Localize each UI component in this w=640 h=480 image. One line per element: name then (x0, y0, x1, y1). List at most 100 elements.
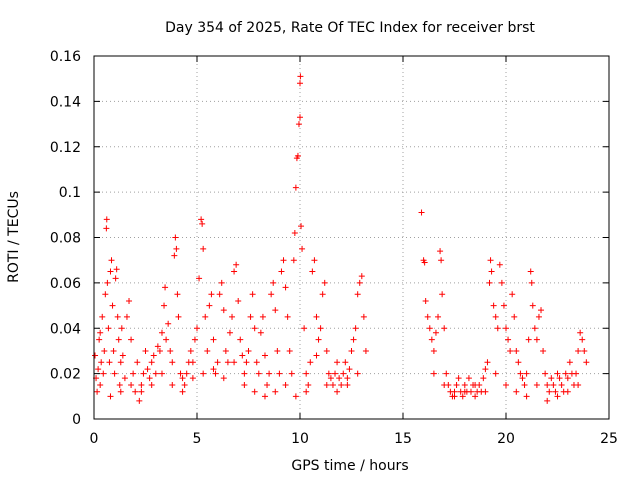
data-point (259, 313, 266, 320)
data-point (292, 393, 299, 400)
data-point (231, 359, 238, 366)
data-point (430, 370, 437, 377)
data-point (362, 347, 369, 354)
data-point (106, 359, 113, 366)
grid-layer (94, 56, 609, 419)
y-tick-label: 0.06 (50, 276, 81, 292)
y-tick-label: 0 (72, 412, 81, 428)
data-point (276, 370, 283, 377)
data-point (334, 388, 341, 395)
data-point (208, 291, 215, 298)
data-point (291, 229, 298, 236)
data-point (325, 370, 332, 377)
data-point (150, 352, 157, 359)
data-point (332, 370, 339, 377)
points-layer (92, 73, 590, 404)
data-point (204, 347, 211, 354)
data-point (243, 359, 250, 366)
data-point (486, 279, 493, 286)
data-point (249, 291, 256, 298)
data-point (509, 291, 516, 298)
data-point (264, 381, 271, 388)
data-point (488, 268, 495, 275)
data-point (529, 302, 536, 309)
data-point (261, 393, 268, 400)
data-point (128, 336, 135, 343)
data-point (196, 275, 203, 282)
y-axis-label: ROTI / TECUs (6, 191, 22, 283)
data-point (108, 257, 115, 264)
data-point (435, 313, 442, 320)
data-point (527, 268, 534, 275)
data-point (163, 336, 170, 343)
data-point (224, 359, 231, 366)
data-point (575, 381, 582, 388)
data-point (181, 381, 188, 388)
data-point (255, 370, 262, 377)
data-point (323, 347, 330, 354)
data-point (266, 370, 273, 377)
data-point (579, 336, 586, 343)
data-point (297, 73, 304, 80)
data-point (303, 370, 310, 377)
data-point (418, 209, 425, 216)
data-point (241, 370, 248, 377)
data-point (352, 325, 359, 332)
data-point (344, 375, 351, 382)
data-point (107, 268, 114, 275)
data-point (451, 393, 458, 400)
data-point (92, 352, 99, 359)
data-point (144, 366, 151, 373)
data-point (421, 259, 428, 266)
data-point (472, 393, 479, 400)
data-point (533, 336, 540, 343)
data-point (321, 279, 328, 286)
data-point (505, 336, 512, 343)
data-point (130, 370, 137, 377)
data-point (546, 388, 553, 395)
data-point (494, 325, 501, 332)
data-point (282, 381, 289, 388)
data-point (542, 370, 549, 377)
data-point (261, 352, 268, 359)
data-point (107, 393, 114, 400)
data-point (148, 381, 155, 388)
data-point (257, 329, 264, 336)
data-point (126, 298, 133, 305)
data-point (492, 370, 499, 377)
data-point (346, 366, 353, 373)
data-point (301, 325, 308, 332)
data-point (98, 359, 105, 366)
data-point (336, 375, 343, 382)
data-point (441, 381, 448, 388)
data-point (426, 325, 433, 332)
data-point (503, 381, 509, 388)
data-point (284, 313, 291, 320)
data-point (162, 284, 169, 291)
data-point (441, 325, 448, 332)
data-point (278, 268, 285, 275)
data-point (251, 388, 258, 395)
data-point (94, 388, 101, 395)
data-point (140, 370, 147, 377)
data-point (354, 291, 361, 298)
data-point (179, 388, 186, 395)
data-point (200, 370, 207, 377)
data-point (274, 347, 281, 354)
data-point (338, 381, 345, 388)
data-point (295, 121, 302, 128)
x-tick-label: 10 (291, 431, 309, 447)
y-tick-label: 0.1 (59, 185, 81, 201)
data-point (272, 307, 279, 314)
data-point (340, 370, 347, 377)
data-point (564, 388, 571, 395)
data-point (487, 257, 494, 264)
data-point (194, 325, 200, 332)
data-point (231, 268, 238, 275)
data-point (97, 329, 104, 336)
data-point (146, 375, 153, 382)
data-point (158, 329, 165, 336)
data-point (519, 375, 526, 382)
data-point (116, 381, 123, 388)
